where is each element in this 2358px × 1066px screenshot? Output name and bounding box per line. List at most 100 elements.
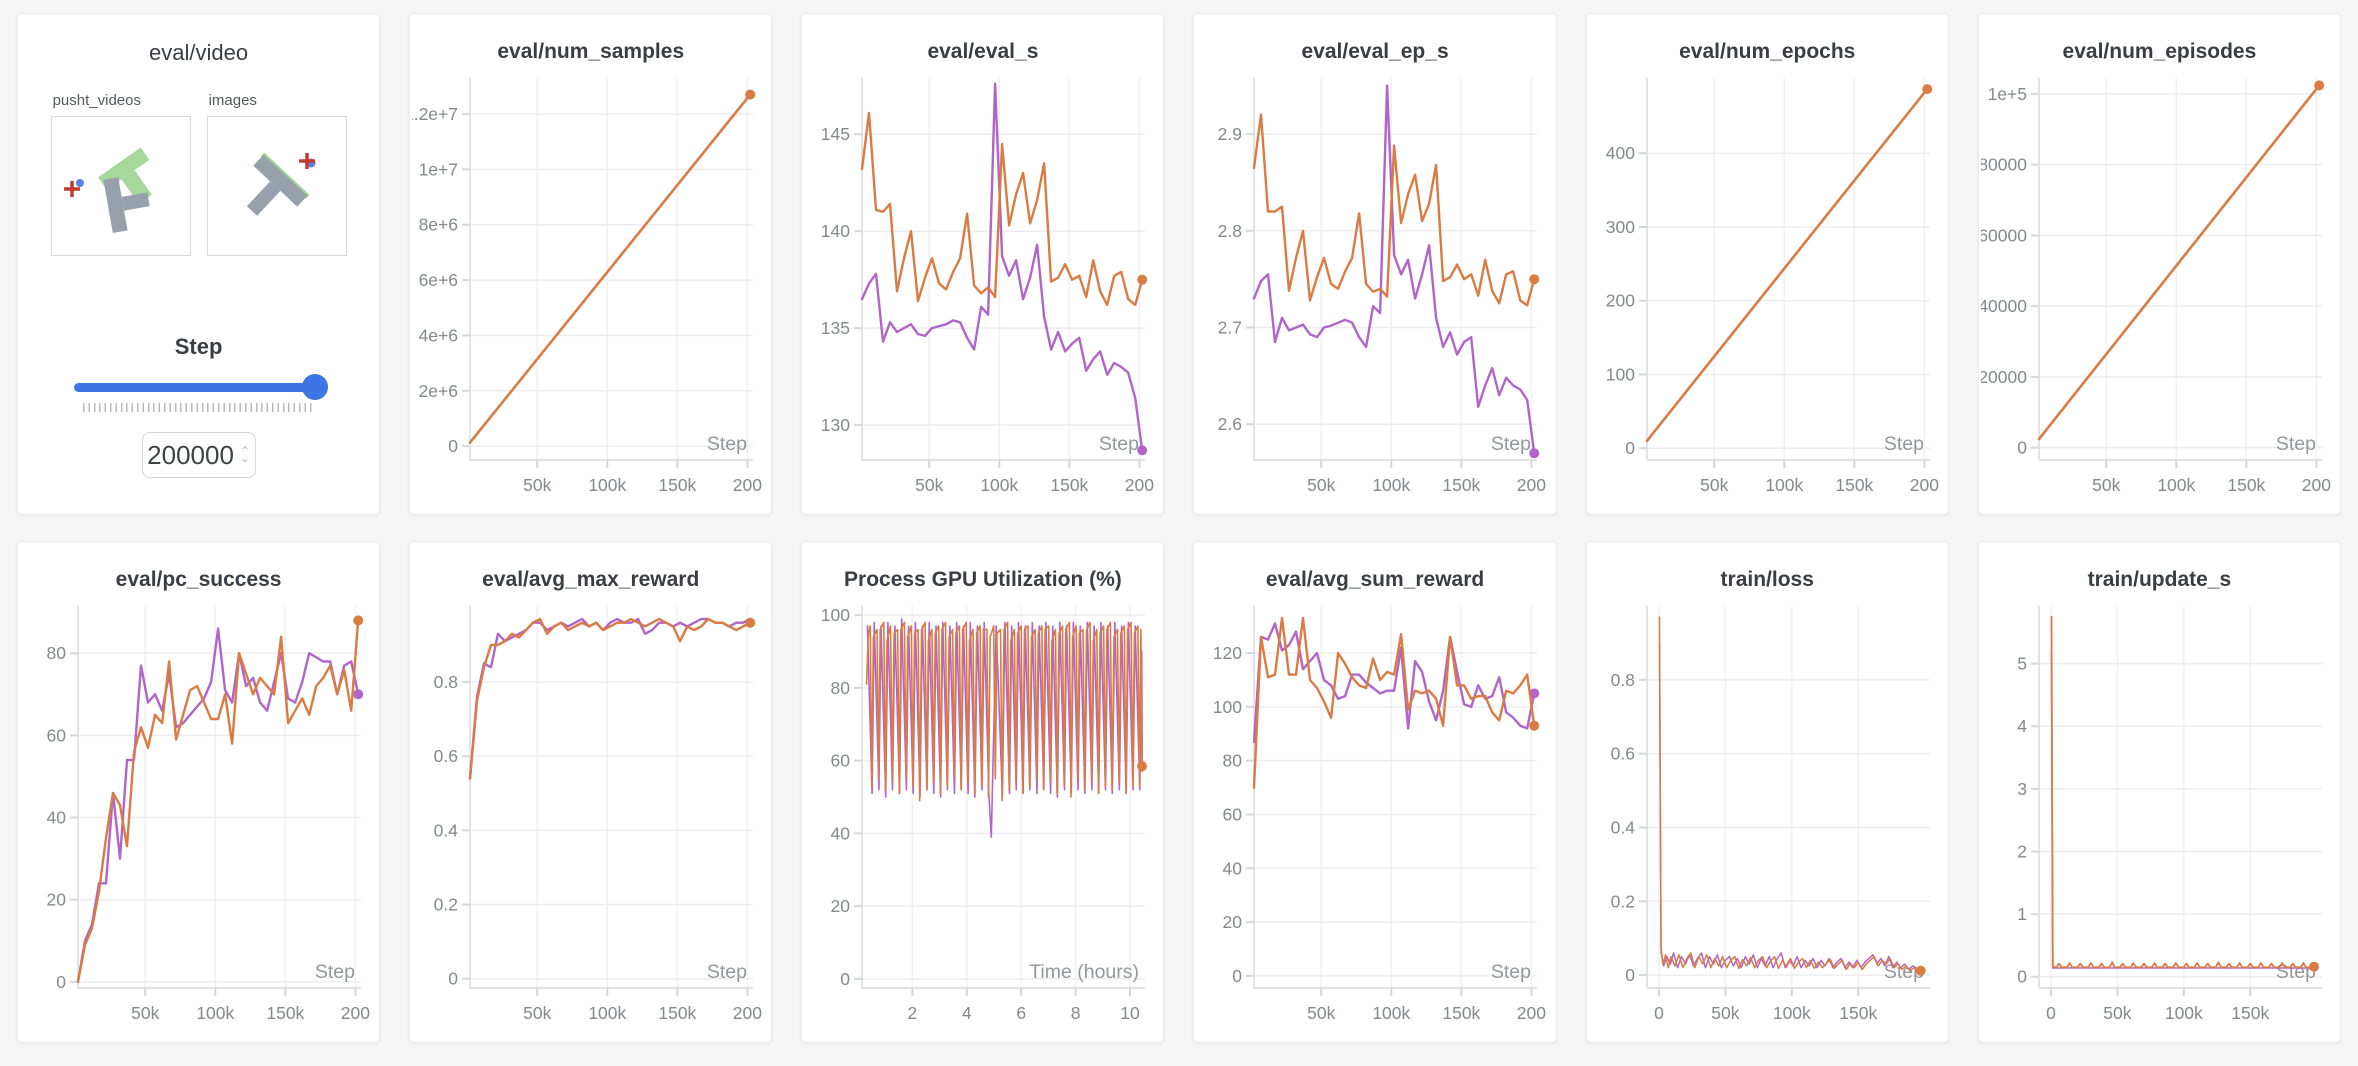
y-tick-label: 0 [2017,438,2027,458]
x-tick-label: 150k [2227,475,2265,495]
x-axis-title: Step [707,433,747,455]
slider-thumb[interactable] [301,374,328,400]
y-tick-label: 0 [448,969,458,989]
chart-svg: 50k 100k 150k 200 0 20 40 60 80 Step [47,606,370,1023]
panel-title: train/update_s [2087,568,2232,591]
y-tick-label: 80 [1223,751,1243,771]
series-line-orange [2037,84,2321,441]
x-tick-label: 100k [2165,1003,2203,1023]
slider-track[interactable] [73,383,324,392]
chart-canvas[interactable]: 50k 100k 150k 200 0 20 40 60 80 100 120 Step [1196,594,1553,1038]
x-tick-label: 100k [1773,1003,1811,1023]
x-tick-label: 150k [1051,475,1089,495]
series-end-dot-purple [1137,445,1148,456]
chart-canvas[interactable]: 50k 100k 150k 200 0 20000 40000 60000 80000 1e+5 S… [1981,66,2338,510]
x-tick-label: 150k [266,1003,304,1023]
chart-svg: 50k 100k 150k 200 0 20000 40000 60000 80000 1e+5 S… [1981,78,2331,495]
y-tick-label: 120 [1213,643,1242,663]
pusht-video-thumbnail[interactable] [50,116,191,256]
y-tick-label: 0 [841,969,851,989]
chart-canvas[interactable]: 50k 100k 150k 200 0 0.2 0.4 0.6 0.8 Step [412,594,769,1038]
panel-eval-num-episodes: eval/num_episodes 50k 100k 150k 200 0 20000 40… [1977,13,2341,515]
agent-dot [75,179,84,187]
x-tick-label: 200 [2302,475,2331,495]
chart-canvas[interactable]: 50k 100k 150k 200 0 2e+6 4e+6 6e+6 8e+6 1e+7 1.2e+… [412,66,769,510]
y-tick-label: 60 [831,751,851,771]
x-tick-label: 4 [962,1003,972,1023]
chart-canvas[interactable]: 50k 100k 150k 200 2.6 2.7 2.8 2.9 Step [1196,66,1553,510]
series-end-dot-purple [353,689,364,700]
series-end-dot-orange [2308,961,2319,972]
chevron-up-icon[interactable]: ⌃ [239,444,250,458]
series-line-purple [861,82,1144,452]
slider-tick-ruler [82,403,315,412]
panel-eval-num-samples: eval/num_samples 50k 100k 150k 200 0 2e+6 4e+6… [409,13,773,515]
y-tick-label: 2 [2017,841,2027,861]
goal-cross-icon [298,153,315,169]
x-tick-label: 8 [1071,1003,1081,1023]
y-tick-label: 3 [2017,779,2027,799]
x-tick-label: 0 [1654,1003,1664,1023]
panel-eval-eval-ep-s: eval/eval_ep_s 50k 100k 150k 200 2.6 2.7 2.8 2.… [1193,13,1557,515]
series-end-dot-orange [1137,761,1148,772]
chart-canvas[interactable]: 50k 100k 150k 200 0 20 40 60 80 Step [20,594,377,1038]
stepper-chevrons[interactable]: ⌃ ⌄ [239,444,250,465]
step-value-input[interactable]: 200000 ⌃ ⌄ [141,432,256,478]
x-tick-label: 100k [1765,475,1803,495]
series-line-purple [468,617,752,780]
x-tick-label: 150k [1835,475,1873,495]
x-tick-label: 50k [523,475,551,495]
panel-title: eval/num_epochs [1679,40,1856,63]
x-tick-label: 200 [1517,475,1546,495]
y-tick-label: 1e+5 [1987,84,2026,104]
x-axis-title: Step [2276,433,2316,455]
chevron-down-icon[interactable]: ⌄ [239,451,250,465]
y-tick-label: 0 [56,972,66,992]
step-value[interactable]: 200000 [147,439,234,470]
x-axis-title: Step [1491,433,1531,455]
panel-eval-avg-max-reward: eval/avg_max_reward 50k 100k 150k 200 0 0.2 0.… [409,541,773,1043]
y-tick-label: 60000 [1981,225,2027,245]
y-tick-label: 1e+7 [419,159,458,179]
series-line-orange [468,617,752,780]
images-thumbnail[interactable] [206,116,347,256]
y-tick-label: 5 [2017,654,2027,674]
chart-canvas[interactable]: 0 50k 100k 150k 0 1 2 3 4 5 Step [1981,594,2338,1038]
y-tick-label: 135 [821,318,850,338]
thumbnail-label: images [208,92,257,109]
y-tick-label: 20000 [1981,367,2027,387]
x-tick-label: 50k [2103,1003,2131,1023]
x-axis-title: Step [1884,433,1924,455]
panel-title: eval/num_episodes [2062,40,2257,63]
x-tick-label: 100k [196,1003,234,1023]
y-tick-label: 20 [1223,912,1243,932]
panel-title: train/loss [1720,568,1814,591]
step-slider[interactable] [73,374,328,400]
panel-title: eval/eval_ep_s [1301,40,1449,63]
y-tick-label: 0.6 [434,746,458,766]
panel-title: Process GPU Utilization (%) [844,568,1122,591]
pusht-scene-image [63,147,152,233]
panel-eval-video: eval/video pusht_videos [17,13,381,515]
x-tick-label: 50k [1700,475,1728,495]
y-tick-label: 0.8 [1610,670,1634,690]
series-end-dot-orange [353,615,364,626]
x-tick-label: 200 [341,1003,370,1023]
chart-canvas[interactable]: 50k 100k 150k 200 130 135 140 145 Step [804,66,1161,510]
panel-title: eval/pc_success [115,568,282,591]
chart-canvas[interactable]: 50k 100k 150k 200 0 100 200 300 400 Step [1589,66,1946,510]
y-tick-label: 20 [47,890,67,910]
x-axis-title: Step [1099,433,1139,455]
x-tick-label: 50k [523,1003,551,1023]
y-tick-label: 40 [831,823,851,843]
series-line-purple [2050,650,2315,969]
chart-svg: 50k 100k 150k 200 0 0.2 0.4 0.6 0.8 Step [434,606,762,1023]
chart-canvas[interactable]: 2 4 6 8 10 0 20 40 60 80 100 Time (hours) [804,594,1161,1038]
y-tick-label: 4e+6 [419,325,458,345]
y-tick-label: 100 [1605,364,1634,384]
y-tick-label: 1.2e+7 [412,104,458,124]
x-tick-label: 6 [1017,1003,1027,1023]
chart-canvas[interactable]: 0 50k 100k 150k 0 0.2 0.4 0.6 0.8 Step [1589,594,1946,1038]
y-tick-label: 0.4 [434,820,459,840]
